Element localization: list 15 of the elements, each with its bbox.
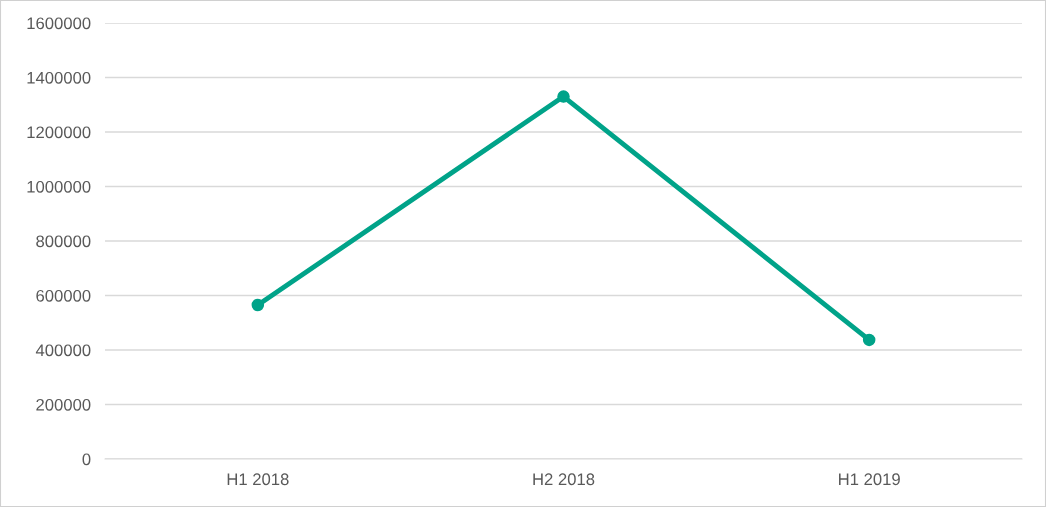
x-tick-label: H2 2018 (533, 473, 595, 486)
point (862, 333, 876, 347)
y-tick-label: 800000 (36, 235, 91, 248)
y-tick-label: 0 (82, 453, 91, 466)
y-tick-label: 1200000 (27, 126, 91, 139)
y-tick-label: 1600000 (27, 17, 91, 30)
y-tick-label: 1000000 (27, 180, 91, 193)
y-tick-label: 200000 (36, 398, 91, 411)
point (557, 90, 570, 103)
point (251, 298, 265, 312)
y-tick-label: 600000 (36, 289, 91, 302)
y-tick-label: 1400000 (27, 71, 91, 84)
y-tick-label: 400000 (35, 344, 91, 357)
x-tick-label: H1 2019 (839, 473, 900, 486)
x-tick-label: H1 2018 (227, 473, 289, 486)
